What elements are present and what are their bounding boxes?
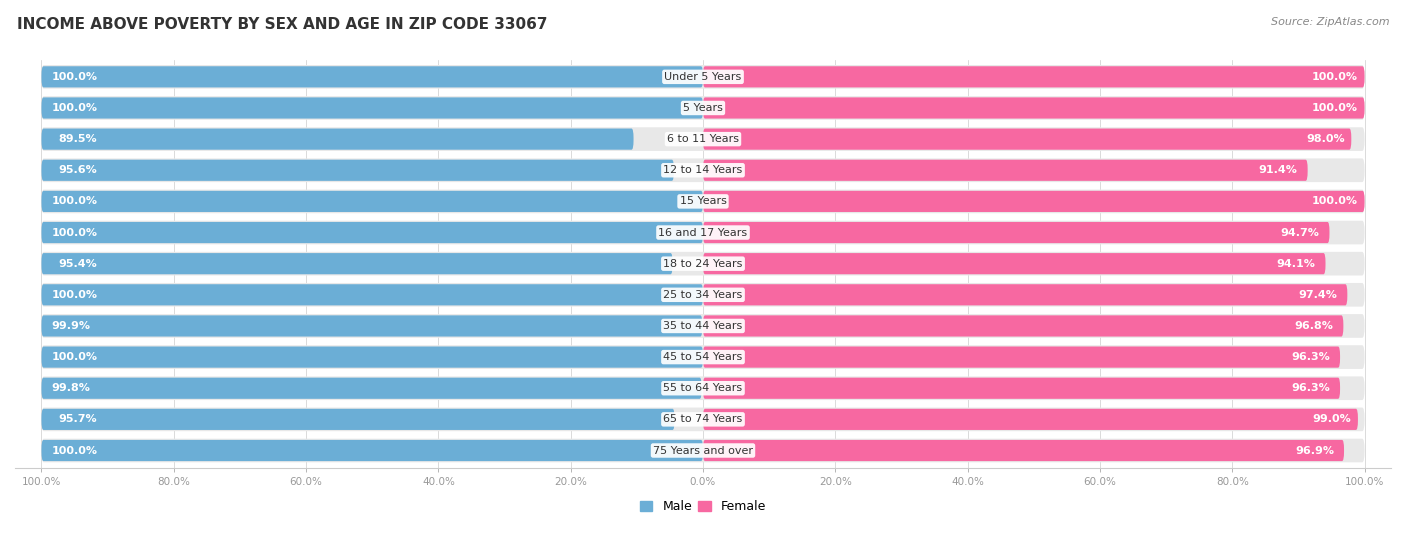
Text: 95.7%: 95.7% [58,414,97,424]
FancyBboxPatch shape [41,408,1365,431]
FancyBboxPatch shape [41,376,1365,400]
Text: 94.1%: 94.1% [1277,259,1316,269]
Text: 98.0%: 98.0% [1306,134,1344,144]
Text: 12 to 14 Years: 12 to 14 Years [664,165,742,176]
FancyBboxPatch shape [703,191,1365,212]
FancyBboxPatch shape [703,315,1343,337]
FancyBboxPatch shape [41,253,672,274]
Text: 99.9%: 99.9% [52,321,90,331]
Text: 25 to 34 Years: 25 to 34 Years [664,290,742,300]
Text: 5 Years: 5 Years [683,103,723,113]
FancyBboxPatch shape [703,253,1326,274]
FancyBboxPatch shape [41,191,703,212]
Text: 18 to 24 Years: 18 to 24 Years [664,259,742,269]
Text: 15 Years: 15 Years [679,196,727,206]
FancyBboxPatch shape [703,440,1344,461]
FancyBboxPatch shape [41,409,675,430]
FancyBboxPatch shape [703,347,1340,368]
Text: 99.0%: 99.0% [1313,414,1351,424]
FancyBboxPatch shape [703,284,1347,305]
Legend: Male, Female: Male, Female [636,495,770,519]
Text: 100.0%: 100.0% [52,72,97,82]
FancyBboxPatch shape [703,409,1358,430]
Text: INCOME ABOVE POVERTY BY SEX AND AGE IN ZIP CODE 33067: INCOME ABOVE POVERTY BY SEX AND AGE IN Z… [17,17,547,32]
FancyBboxPatch shape [703,378,1340,399]
Text: 96.8%: 96.8% [1295,321,1333,331]
Text: Source: ZipAtlas.com: Source: ZipAtlas.com [1271,17,1389,27]
FancyBboxPatch shape [41,314,1365,338]
Text: 55 to 64 Years: 55 to 64 Years [664,383,742,393]
Text: 100.0%: 100.0% [1312,72,1358,82]
FancyBboxPatch shape [41,439,1365,462]
Text: 100.0%: 100.0% [52,446,97,456]
Text: 75 Years and over: 75 Years and over [652,446,754,456]
Text: 100.0%: 100.0% [52,352,97,362]
Text: 100.0%: 100.0% [52,228,97,238]
FancyBboxPatch shape [41,96,1365,120]
Text: 89.5%: 89.5% [58,134,97,144]
FancyBboxPatch shape [41,190,1365,213]
Text: 94.7%: 94.7% [1281,228,1320,238]
FancyBboxPatch shape [41,67,703,87]
FancyBboxPatch shape [41,345,1365,369]
Text: 95.4%: 95.4% [58,259,97,269]
Text: 96.3%: 96.3% [1291,383,1330,393]
Text: 100.0%: 100.0% [52,196,97,206]
FancyBboxPatch shape [41,252,1365,276]
FancyBboxPatch shape [41,97,703,119]
Text: 16 and 17 Years: 16 and 17 Years [658,228,748,238]
Text: 65 to 74 Years: 65 to 74 Years [664,414,742,424]
FancyBboxPatch shape [41,284,703,305]
Text: 45 to 54 Years: 45 to 54 Years [664,352,742,362]
Text: 100.0%: 100.0% [1312,103,1358,113]
FancyBboxPatch shape [41,65,1365,89]
FancyBboxPatch shape [41,440,703,461]
Text: 97.4%: 97.4% [1299,290,1337,300]
FancyBboxPatch shape [41,347,703,368]
Text: 35 to 44 Years: 35 to 44 Years [664,321,742,331]
FancyBboxPatch shape [703,97,1365,119]
FancyBboxPatch shape [41,315,703,337]
FancyBboxPatch shape [41,222,703,243]
Text: 96.9%: 96.9% [1295,446,1334,456]
FancyBboxPatch shape [41,283,1365,307]
FancyBboxPatch shape [703,160,1308,181]
Text: 95.6%: 95.6% [58,165,97,176]
FancyBboxPatch shape [703,67,1365,87]
FancyBboxPatch shape [703,129,1351,150]
FancyBboxPatch shape [41,160,673,181]
FancyBboxPatch shape [41,378,702,399]
FancyBboxPatch shape [41,127,1365,151]
FancyBboxPatch shape [703,222,1330,243]
Text: 91.4%: 91.4% [1258,165,1298,176]
FancyBboxPatch shape [41,221,1365,244]
Text: 100.0%: 100.0% [1312,196,1358,206]
Text: 100.0%: 100.0% [52,290,97,300]
Text: 100.0%: 100.0% [52,103,97,113]
FancyBboxPatch shape [41,158,1365,182]
Text: Under 5 Years: Under 5 Years [665,72,741,82]
Text: 96.3%: 96.3% [1291,352,1330,362]
Text: 6 to 11 Years: 6 to 11 Years [666,134,740,144]
Text: 99.8%: 99.8% [52,383,90,393]
FancyBboxPatch shape [41,129,634,150]
